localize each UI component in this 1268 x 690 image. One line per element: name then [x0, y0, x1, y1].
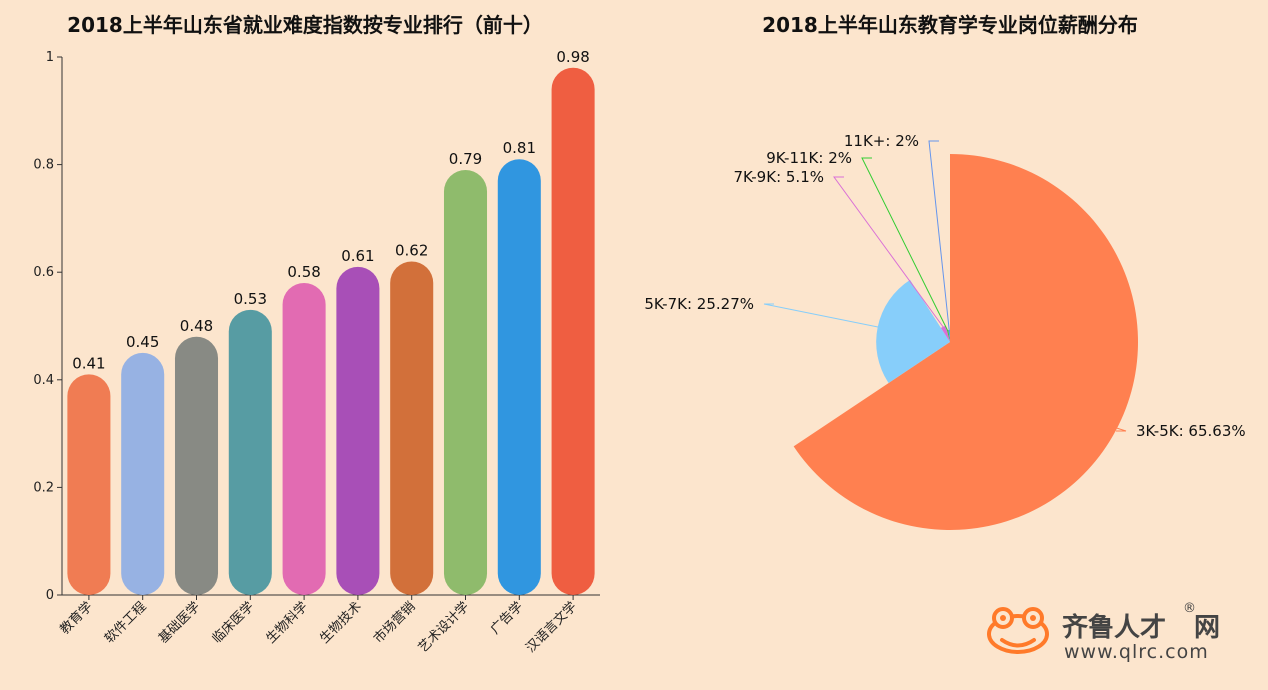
bar-value-label: 0.62 — [395, 241, 428, 259]
x-category-label: 基础医学 — [155, 599, 203, 647]
x-category-label: 市场营销 — [370, 599, 418, 647]
bar-series — [67, 67, 595, 596]
bar — [228, 309, 272, 595]
pie-slice-label: 11K+: 2% — [844, 132, 919, 150]
bar-value-label: 0.45 — [126, 333, 159, 351]
logo-registered-mark: ® — [1183, 601, 1196, 616]
y-tick-label: 0.2 — [33, 480, 54, 495]
y-axis-ticks: 0 0.2 0.4 0.6 0.8 1 — [33, 50, 62, 603]
pie-slice — [940, 325, 950, 342]
pie-label-leader-line — [833, 176, 945, 329]
pie-label-leader-line — [928, 140, 950, 332]
pie-labels: 3K-5K: 65.63% 5K-7K: 25.27% 7K-9K: 5.1%9K-… — [644, 132, 1245, 440]
y-tick-label: 1 — [46, 50, 54, 65]
bar — [121, 352, 165, 595]
y-tick-label: 0.8 — [33, 158, 54, 173]
bar — [551, 67, 595, 595]
pie-slice-label: 7K-9K: 5.1% — [733, 168, 824, 186]
pie-label-leader-line — [763, 303, 884, 329]
pie-slice-label: 3K-5K: 65.63% — [1136, 422, 1246, 440]
pie-slice-label: 5K-7K: 25.27% — [644, 295, 754, 313]
x-category-label: 艺术设计学 — [415, 599, 472, 656]
bar — [390, 261, 434, 595]
x-category-label: 软件工程 — [102, 599, 149, 646]
qlrc-logo: 齐鲁人才 网 ® www.qlrc.com — [987, 601, 1220, 663]
pie-chart: 2018上半年山东教育学专业岗位薪酬分布 3K-5K: 65.63% 5K-7K:… — [644, 13, 1246, 531]
bar — [282, 282, 326, 595]
x-category-label: 生物科学 — [263, 599, 311, 647]
pie-slice — [948, 330, 950, 342]
y-tick-label: 0.4 — [33, 373, 54, 388]
x-category-label: 临床医学 — [209, 599, 257, 647]
bar — [67, 374, 111, 595]
x-category-label: 生物技术 — [317, 599, 364, 646]
bar-value-label: 0.48 — [180, 317, 213, 335]
pie-slice — [876, 279, 950, 383]
bar-value-label: 0.41 — [72, 354, 105, 372]
logo-url: www.qlrc.com — [1064, 641, 1209, 663]
bar-chart-title: 2018上半年山东省就业难度指数按专业排行（前十） — [67, 13, 543, 37]
y-tick-label: 0.6 — [33, 265, 54, 280]
bar-value-label: 0.98 — [556, 48, 589, 66]
x-category-label: 广告学 — [487, 599, 526, 638]
pie-label-leader-line — [861, 157, 949, 332]
bar-value-label: 0.58 — [287, 263, 320, 281]
x-category-label: 汉语言文学 — [523, 599, 580, 656]
pie-slice-label: 9K-11K: 2% — [766, 149, 852, 167]
bar — [497, 159, 541, 595]
bar — [336, 266, 380, 595]
pie-slices — [793, 154, 1138, 531]
bar-chart: 2018上半年山东省就业难度指数按专业排行（前十） 00.20.40.60.81… — [33, 13, 600, 656]
bar-value-label: 0.81 — [503, 139, 536, 157]
logo-wang-text: 网 — [1194, 613, 1220, 643]
bar-value-label: 0.53 — [234, 290, 267, 308]
bar — [443, 169, 488, 596]
frog-logo-icon — [987, 607, 1049, 654]
pie-slice — [947, 330, 950, 342]
pie-chart-title: 2018上半年山东教育学专业岗位薪酬分布 — [762, 13, 1138, 37]
bar-value-label: 0.79 — [449, 150, 482, 168]
x-category-label: 教育学 — [57, 599, 96, 638]
pie-label-leader-line — [1102, 423, 1127, 432]
bar-data-labels: 0.41 0.45 0.48 0.53 0.58 0.61 0.62 0.79 0.81 0.98 — [72, 48, 590, 373]
bar-value-label: 0.61 — [341, 247, 374, 265]
logo-brand-text: 齐鲁人才 — [1062, 612, 1166, 643]
y-tick-label: 0 — [46, 588, 54, 603]
pie-slice — [793, 154, 1138, 531]
bar — [174, 336, 219, 595]
